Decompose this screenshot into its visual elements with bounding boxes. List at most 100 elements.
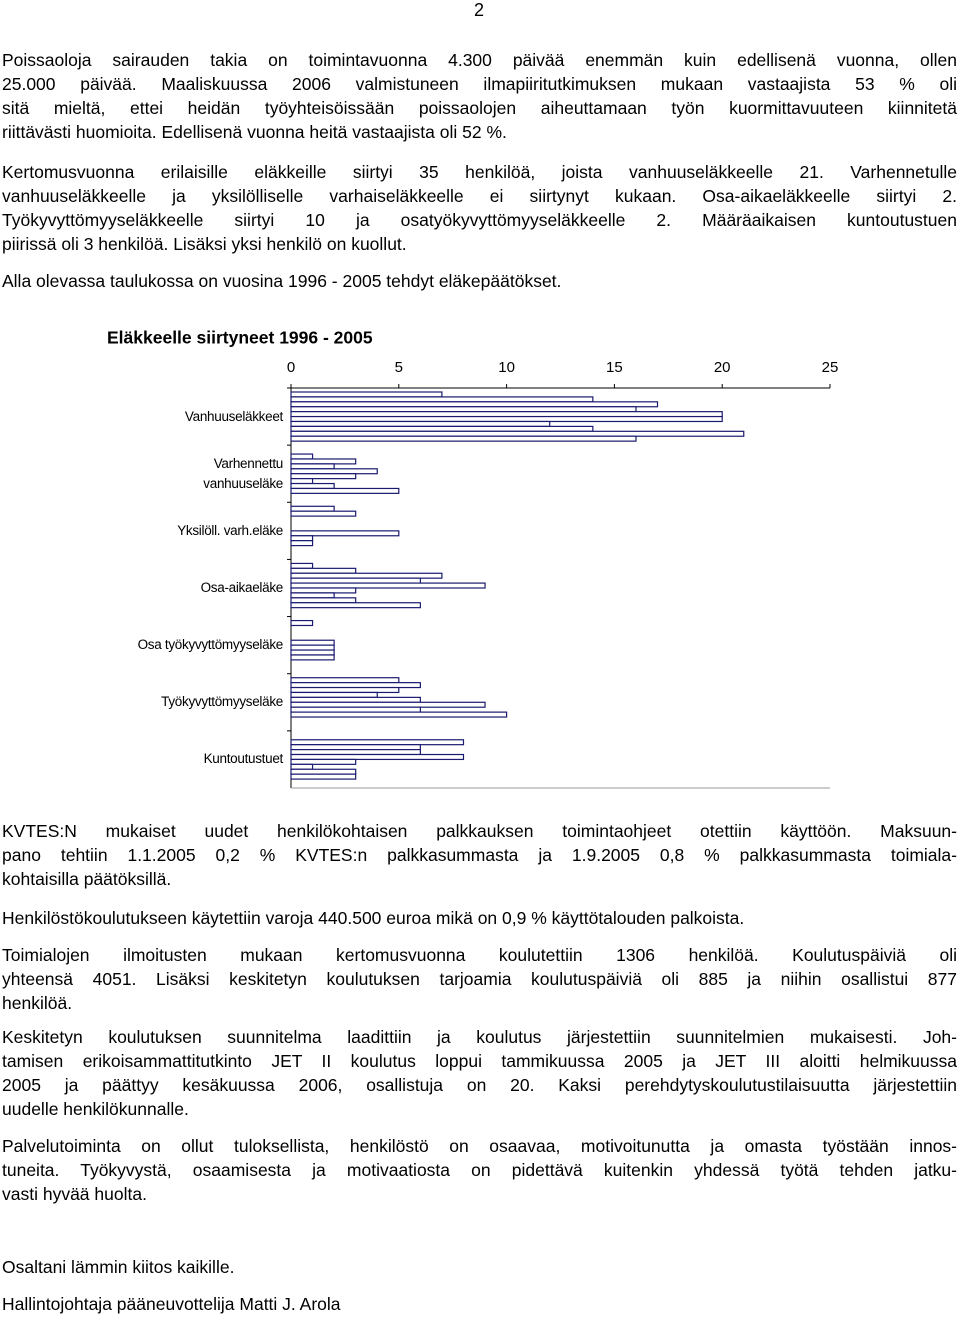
category-label: Työkyvyttömyyseläke: [161, 694, 283, 710]
category-label: Osa-aikaeläke: [200, 580, 284, 595]
bar: [290, 415, 723, 423]
bar: [290, 677, 400, 684]
bar: [290, 758, 357, 765]
category-label: Yksilöll. varh.eläke: [177, 522, 283, 538]
bar: [290, 391, 443, 398]
bar: [290, 768, 357, 775]
bar: [290, 540, 314, 547]
bar: [290, 744, 421, 751]
bar: [290, 773, 357, 780]
category-label: Osa työkyvyttömyyseläke: [137, 637, 284, 653]
text-line: 25.000 päivää. Maaliskuussa 2006 valmist…: [2, 74, 957, 94]
bar: [290, 701, 486, 708]
text-line: Poissaoloja sairauden takia on toimintav…: [2, 50, 957, 70]
bar: [290, 401, 659, 408]
paragraph: Poissaoloja sairauden takia on toimintav…: [2, 48, 957, 144]
bar: [290, 686, 400, 694]
bar: [290, 406, 637, 413]
bar: [290, 468, 378, 475]
text-line: Keskitetyn koulutuksen suunnitelma laadi…: [2, 1027, 957, 1047]
bar: [290, 567, 357, 574]
category-label: Kuntoutustuet: [203, 751, 284, 767]
bar: [290, 587, 357, 594]
bar: [290, 530, 400, 537]
text-line: KVTES:N mukaiset uudet henkilökohtaisen …: [2, 821, 957, 841]
bar: [290, 463, 335, 470]
bar: [290, 572, 443, 579]
text-line: vanhuuseläkkeelle ja yksilölliselle varh…: [2, 186, 957, 206]
bar: [290, 602, 421, 609]
x-tick-label: 25: [822, 359, 839, 376]
bar: [290, 654, 335, 661]
bar: [290, 430, 745, 437]
text-line: Palvelutoiminta on ollut tuloksellista, …: [2, 1136, 957, 1156]
bar: [290, 420, 551, 428]
bar: [290, 639, 335, 646]
bar: [290, 597, 357, 604]
paragraph: Palvelutoiminta on ollut tuloksellista, …: [2, 1134, 957, 1206]
page-number: 2: [474, 0, 485, 20]
closing-line: Hallintojohtaja pääneuvottelija Matti J.…: [2, 1294, 341, 1314]
bar: [290, 592, 335, 599]
chart-title: Eläkkeelle siirtyneet 1996 - 2005: [107, 328, 373, 348]
text-line: tamisen erikoisammattitutkinto JET II ko…: [2, 1051, 957, 1071]
text-line: Toimialojen ilmoitusten mukaan kertomusv…: [2, 945, 957, 965]
text-line: kohtaisilla päätöksillä.: [2, 869, 172, 889]
bar: [290, 478, 314, 485]
bar: [290, 411, 723, 418]
category-label: Varhennettu vanhuuseläke: [203, 455, 283, 491]
text-line: yhteensä 4051. Lisäksi keskitetyn koulut…: [2, 969, 957, 989]
bar: [290, 458, 357, 465]
paragraph: Kertomusvuonna erilaisille eläkkeille si…: [2, 160, 957, 256]
bar: [290, 682, 421, 689]
bar: [290, 739, 465, 746]
bar: [290, 711, 508, 718]
x-tick-label: 15: [606, 359, 623, 376]
bar: [290, 396, 594, 403]
text-line: Henkilöstökoulutukseen käytettiin varoja…: [2, 908, 745, 928]
text-line: sitä mieltä, ettei heidän työyhteisöissä…: [2, 98, 957, 118]
text-line: tuneita. Työkyvystä, osaamisesta ja moti…: [2, 1160, 957, 1180]
x-tick-label: 20: [714, 359, 731, 376]
closing-line: Osaltani lämmin kiitos kaikille.: [2, 1257, 235, 1277]
bar: [290, 763, 314, 770]
paragraph: Keskitetyn koulutuksen suunnitelma laadi…: [2, 1025, 957, 1121]
text-line: pano tehtiin 1.1.2005 0,2 % KVTES:n palk…: [2, 845, 957, 865]
bar: [290, 510, 357, 517]
bar: [290, 562, 314, 569]
paragraph: KVTES:N mukaiset uudet henkilökohtaisen …: [2, 819, 957, 891]
bar: [290, 706, 421, 713]
text-line: henkilöä.: [2, 993, 73, 1013]
text-line: Alla olevassa taulukossa on vuosina 1996…: [2, 271, 562, 291]
bar: [290, 487, 400, 494]
text-line: vasti hyvää huolta.: [2, 1184, 147, 1204]
bar: [290, 696, 421, 703]
text-line: uudelle henkilökunnalle.: [2, 1099, 189, 1119]
text-line: piirissä oli 3 henkilöä. Lisäksi yksi he…: [2, 234, 407, 254]
text-line: Työkyvyttömyyseläkkeelle siirtyi 10 ja o…: [2, 210, 957, 230]
bar: [290, 425, 594, 432]
bar: [290, 577, 421, 584]
bar: [290, 691, 378, 698]
bar: [290, 505, 335, 512]
bar: [290, 482, 335, 490]
bar: [290, 453, 314, 460]
bar: [290, 753, 465, 761]
paragraph: Alla olevassa taulukossa on vuosina 1996…: [2, 269, 957, 293]
text-line: riittävästi huomioita. Edellisenä vuonna…: [2, 122, 507, 142]
bar: [290, 535, 314, 542]
x-tick-label: 10: [498, 359, 515, 376]
bar: [290, 644, 335, 651]
bar: [290, 435, 637, 442]
bar: [290, 473, 357, 480]
x-tick-label: 0: [287, 359, 295, 376]
bar: [290, 619, 314, 627]
category-label: Vanhuuseläkkeet: [184, 408, 283, 424]
paragraph: Toimialojen ilmoitusten mukaan kertomusv…: [2, 943, 957, 1015]
bar: [290, 748, 421, 756]
paragraph: Henkilöstökoulutukseen käytettiin varoja…: [2, 906, 957, 930]
x-tick-label: 5: [395, 359, 403, 376]
bar: [290, 649, 335, 656]
